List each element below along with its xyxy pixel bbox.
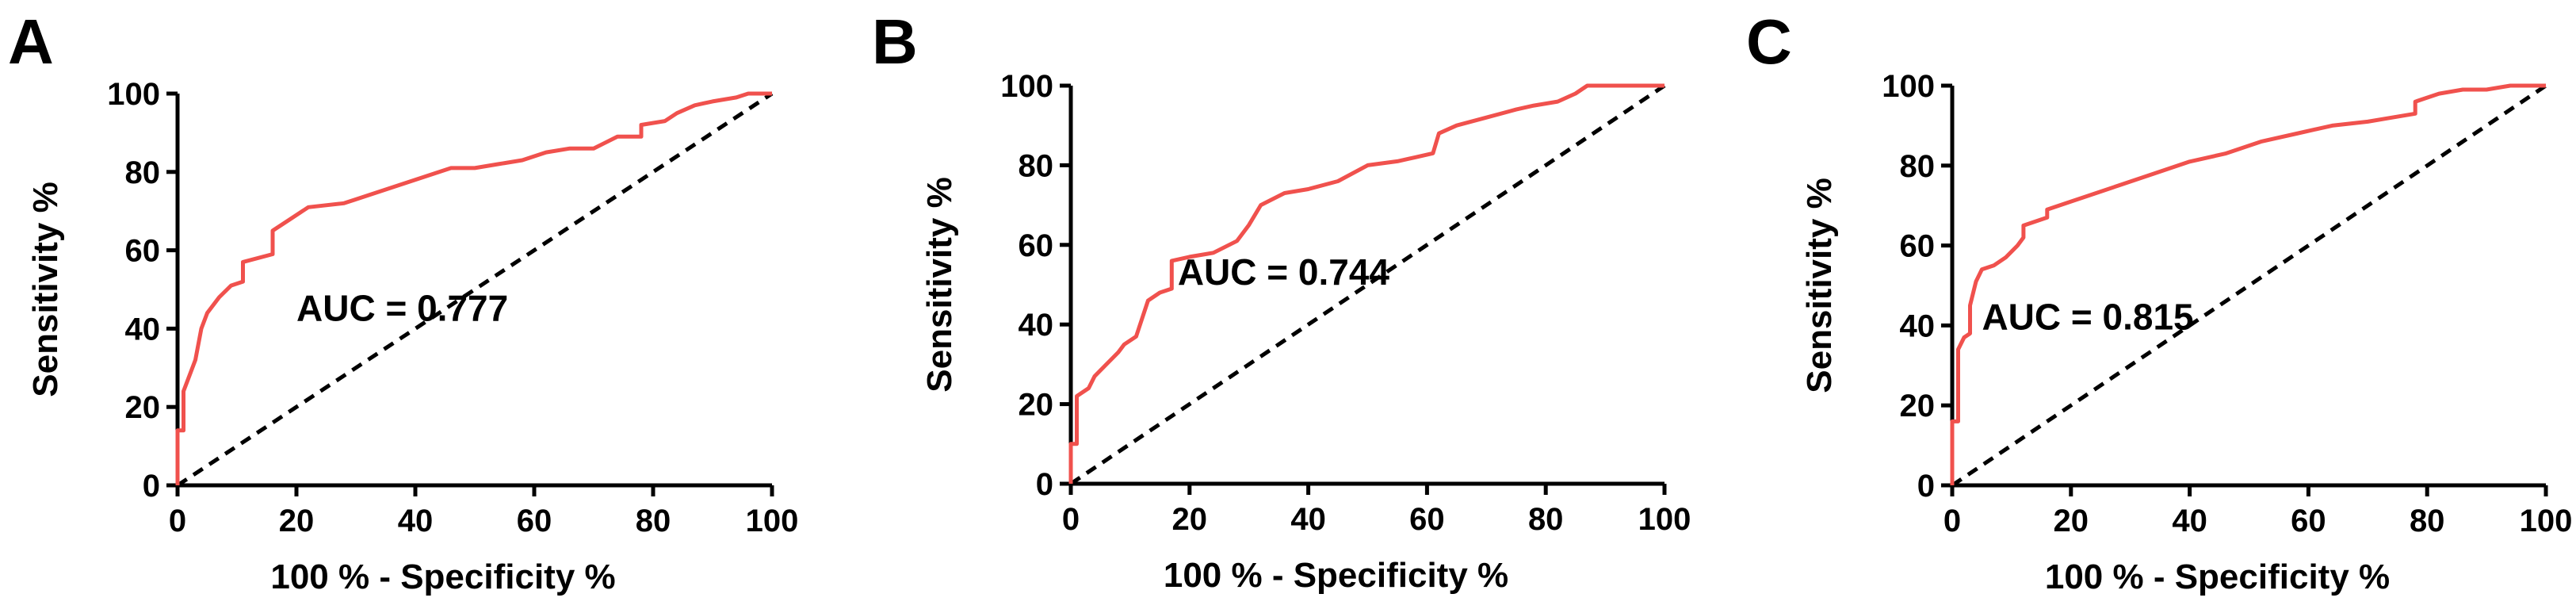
y-axis-title: Sensitivity % [920,177,959,392]
y-tick-label: 40 [1900,308,1936,343]
x-axis-title: 100 % - Specificity % [270,557,615,596]
x-axis-title: 100 % - Specificity % [2045,557,2390,596]
auc-annotation: AUC = 0.744 [1178,251,1390,293]
x-tick-label: 0 [1943,504,1961,538]
y-tick-label: 100 [107,77,160,112]
x-tick-label: 80 [636,504,671,538]
x-tick-label: 100 [746,504,799,538]
reference-diagonal-line [1069,83,1666,486]
x-tick-label: 20 [1172,502,1208,537]
x-tick-label: 60 [517,504,552,538]
y-tick-label: 0 [1036,467,1053,502]
x-tick-label: 100 [1638,502,1691,537]
x-tick-label: 100 [2520,504,2573,538]
y-tick-label: 80 [1900,149,1936,184]
reference-diagonal-line [1951,83,2547,488]
auc-annotation: AUC = 0.815 [1982,296,2193,337]
roc-panel-a: A 0 20 40 60 80 100 0 20 40 60 80 100 100 % - Specifi… [8,6,798,596]
x-tick-label: 40 [1290,502,1326,537]
panel-label: B [872,6,918,77]
y-tick-label: 60 [1019,228,1054,263]
y-tick-label: 80 [1019,148,1054,183]
reference-diagonal-line [176,91,774,488]
x-tick-label: 40 [2172,504,2207,538]
panel-label: A [8,6,54,77]
y-tick-label: 0 [1917,469,1935,504]
x-tick-label: 40 [398,504,434,538]
auc-annotation: AUC = 0.777 [296,288,508,329]
y-tick-label: 100 [1000,69,1053,104]
roc-curve [1068,83,1664,484]
x-tick-label: 80 [2410,504,2445,538]
y-tick-label: 20 [1900,389,1936,423]
y-tick-label: 40 [1019,308,1054,343]
x-axis-title: 100 % - Specificity % [1164,556,1508,595]
roc-panel-c: C 0 20 40 60 80 100 0 20 40 60 80 100 100 % - Specifi… [1746,6,2572,596]
y-axis-title: Sensitivity % [26,182,65,397]
y-tick-label: 80 [125,155,161,190]
panel-label: C [1746,6,1792,77]
roc-curve [175,91,772,485]
x-tick-label: 0 [169,504,186,538]
x-tick-label: 20 [279,504,315,538]
y-tick-label: 0 [143,469,160,504]
y-tick-label: 60 [1900,229,1936,264]
y-tick-label: 40 [125,312,161,347]
x-tick-label: 60 [1409,502,1445,537]
y-tick-label: 20 [1019,388,1054,423]
x-tick-label: 80 [1528,502,1564,537]
x-tick-label: 0 [1062,502,1080,537]
roc-panel-b: B 0 20 40 60 80 100 0 20 40 60 80 100 100 % - Specifi… [872,6,1691,595]
y-tick-label: 100 [1882,69,1935,104]
y-axis-title: Sensitivity % [1800,178,1839,393]
x-tick-label: 20 [2054,504,2089,538]
roc-curve [1950,83,2546,485]
y-tick-label: 60 [125,234,161,269]
x-tick-label: 60 [2291,504,2326,538]
y-tick-label: 20 [125,390,161,425]
